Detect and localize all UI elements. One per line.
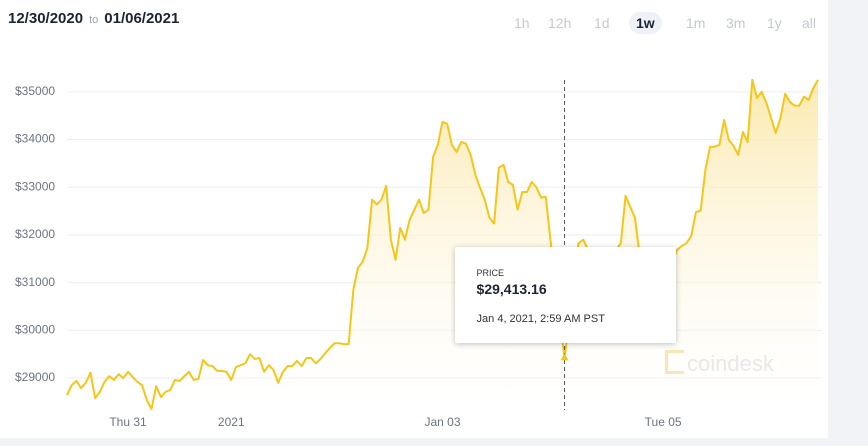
hover-marker (560, 353, 569, 361)
y-tick-label: $33000 (15, 179, 55, 193)
y-tick-label: $34000 (15, 132, 55, 146)
from-date: 12/30/2020 (8, 10, 84, 27)
x-tick-label: Jan 03 (424, 415, 460, 429)
x-tick-label: Thu 31 (109, 415, 147, 429)
to: to (89, 14, 99, 26)
watermark: coindesk (665, 350, 774, 377)
y-tick-label: $35000 (15, 84, 55, 98)
date-range: 12/30/2020 to 01/06/2021 (8, 10, 179, 27)
y-tick-label: $31000 (15, 275, 55, 289)
logo-icon (665, 350, 684, 374)
y-tick-label: $32000 (15, 227, 55, 241)
x-tick-label: Tue 05 (645, 415, 682, 429)
tooltip: PRICE $29,413.16 Jan 4, 2021, 2:59 AM PST (454, 247, 676, 343)
y-tick-label: $30000 (15, 323, 55, 337)
range-button[interactable]: 3m (726, 15, 746, 31)
line (66, 78, 819, 411)
until-date: 01/06/2021 (104, 10, 180, 27)
range-button[interactable]: 1m (686, 15, 706, 31)
chart-card: 12/30/2020 to 01/06/2021 $29000 $30000 $3100… (0, 0, 828, 438)
tooltip-time: Jan 4, 2021, 2:59 AM PST (476, 313, 605, 325)
range-button[interactable]: 1y (767, 15, 782, 31)
y-tick-label: $29000 (15, 370, 55, 384)
tooltip-value: $29,413.16 (476, 281, 547, 297)
tooltip-title: PRICE (476, 268, 505, 278)
range-button[interactable]: 1d (594, 15, 610, 31)
x-tick-label: 2021 (218, 415, 245, 429)
range-button[interactable]: 1h (514, 15, 530, 31)
range-button[interactable]: all (802, 15, 817, 31)
range-button[interactable]: 1w (629, 12, 662, 34)
logo-text: coindesk (687, 351, 774, 376)
range-button[interactable]: 12h (548, 15, 572, 31)
